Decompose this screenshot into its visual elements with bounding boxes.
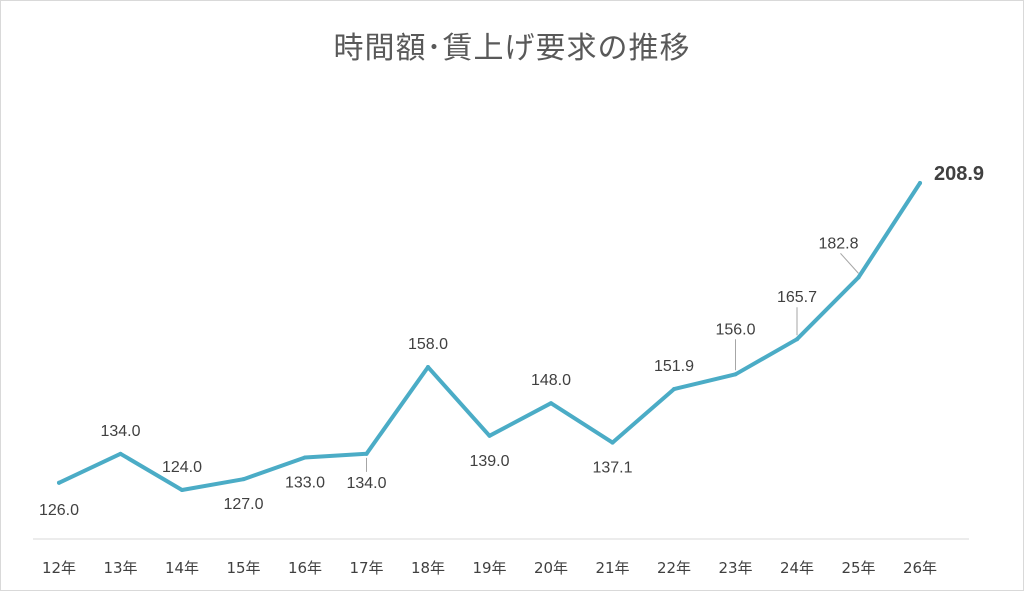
x-tick-label: 18年 <box>411 559 445 577</box>
data-point <box>795 337 799 342</box>
data-point <box>426 365 430 370</box>
data-point <box>918 181 922 185</box>
data-label: 208.9 <box>934 163 984 185</box>
series-line <box>57 181 922 492</box>
data-label: 156.0 <box>715 321 755 338</box>
data-point <box>180 488 184 492</box>
data-label: 134.0 <box>100 423 140 440</box>
data-label: 127.0 <box>223 496 263 513</box>
chart-title: 時間額･賃上げ要求の推移 <box>333 31 691 66</box>
data-point <box>118 451 123 456</box>
data-label: 182.8 <box>818 235 858 252</box>
x-tick-label: 20年 <box>534 559 568 577</box>
data-label: 133.0 <box>285 474 325 491</box>
x-tick-label: 24年 <box>780 559 814 577</box>
data-point <box>610 440 615 445</box>
x-tick-label: 17年 <box>349 559 383 577</box>
x-tick-label: 25年 <box>841 559 875 577</box>
data-point <box>364 451 369 456</box>
data-label: 158.0 <box>408 336 448 353</box>
data-point <box>733 372 738 377</box>
x-tick-label: 12年 <box>42 559 76 577</box>
data-label: 134.0 <box>346 475 386 492</box>
leader-line <box>840 253 859 274</box>
x-tick-label: 13年 <box>103 559 137 577</box>
x-tick-label: 21年 <box>595 559 629 577</box>
x-tick-label: 22年 <box>657 559 691 577</box>
data-label: 126.0 <box>39 502 79 519</box>
data-point <box>57 480 61 485</box>
x-tick-label: 16年 <box>288 559 322 577</box>
data-point <box>672 387 676 392</box>
data-label: 139.0 <box>469 453 509 470</box>
data-label: 151.9 <box>654 358 694 375</box>
x-tick-label: 14年 <box>165 559 199 577</box>
data-label: 124.0 <box>162 459 202 476</box>
x-tick-label: 23年 <box>718 559 752 577</box>
x-tick-label: 19年 <box>472 559 506 577</box>
data-point <box>549 401 553 406</box>
x-tick-label: 26年 <box>903 559 937 577</box>
data-label: 137.1 <box>592 460 632 477</box>
data-label: 165.7 <box>777 289 817 306</box>
x-tick-label: 15年 <box>226 559 260 577</box>
data-point <box>856 275 861 280</box>
data-label: 148.0 <box>531 372 571 389</box>
data-point <box>487 433 492 438</box>
data-point <box>303 455 307 460</box>
data-point <box>241 477 246 482</box>
